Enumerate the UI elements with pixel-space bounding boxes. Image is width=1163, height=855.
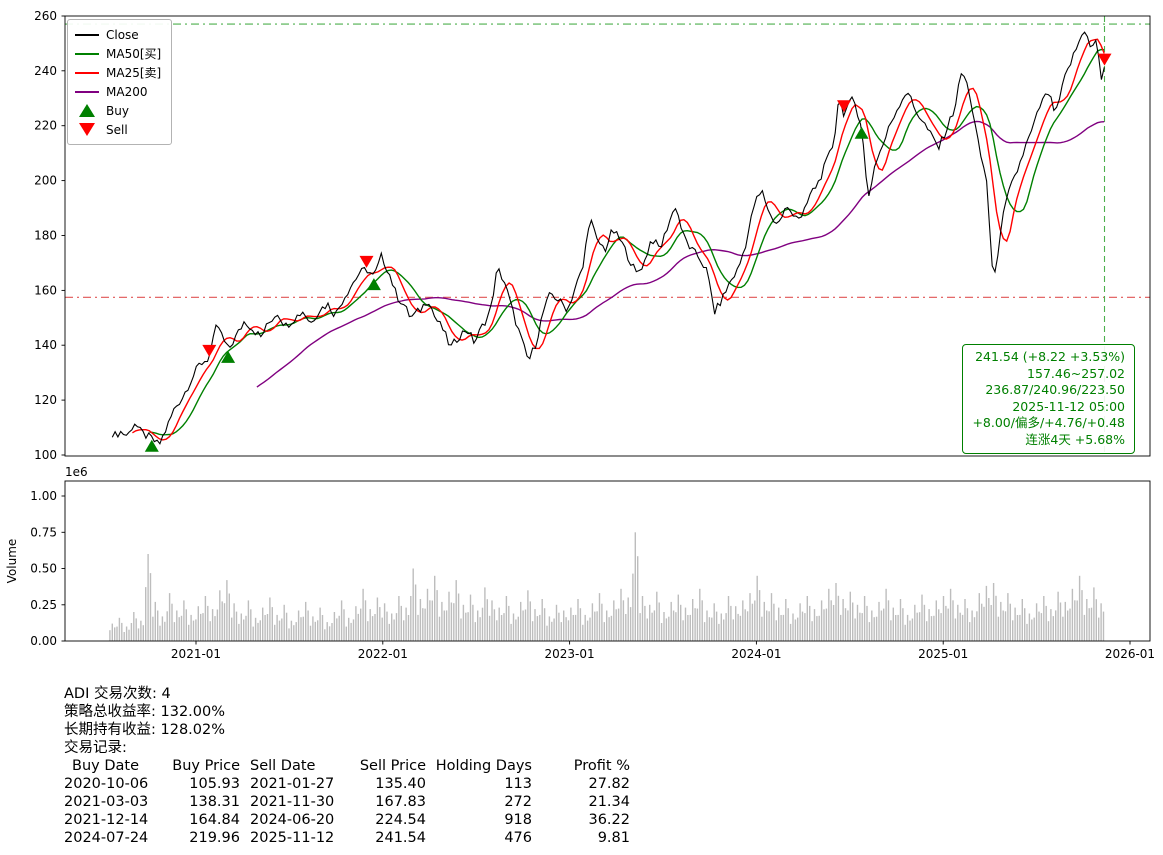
svg-text:2025-01: 2025-01 — [918, 647, 968, 661]
svg-text:0.50: 0.50 — [30, 562, 57, 576]
svg-text:0.75: 0.75 — [30, 525, 57, 539]
svg-text:0.00: 0.00 — [30, 634, 57, 648]
volume-y-axis: 0.00 0.25 0.50 0.75 1.00 — [30, 489, 65, 648]
legend-item: MA50[买] — [75, 44, 161, 63]
trades-header-row: Buy Date Buy Price Sell Date Sell Price … — [64, 757, 636, 775]
svg-text:0.25: 0.25 — [30, 598, 57, 612]
buy-markers — [144, 126, 869, 452]
svg-text:1.00: 1.00 — [30, 489, 57, 503]
ma25-line — [132, 38, 1105, 441]
triangle-up-icon — [75, 104, 99, 117]
trade-log-title: 交易记录: — [64, 740, 127, 756]
trade-row: 2021-12-14 164.84 2024-06-20 224.54 918 36.22 — [64, 812, 630, 828]
svg-text:180: 180 — [34, 229, 57, 243]
svg-text:2024-01: 2024-01 — [731, 647, 781, 661]
hold-return-line: 长期持有收益: 128.02% — [64, 722, 226, 738]
trades-body: 2020-10-06 105.93 2021-01-27 135.40 113 27.82… — [64, 775, 636, 847]
chart-canvas: 1001201401601802002202402600.000.250.500… — [5, 9, 1155, 661]
legend-item: Close — [75, 25, 161, 44]
col-header-holding-days: Holding Days — [435, 758, 532, 774]
col-header-buy-price: Buy Price — [172, 758, 240, 774]
col-header-sell-price: Sell Price — [359, 758, 426, 774]
legend-line-swatch — [75, 71, 99, 74]
svg-text:2021-01: 2021-01 — [171, 647, 221, 661]
svg-text:160: 160 — [34, 283, 57, 297]
legend-label: MA25[卖] — [106, 66, 162, 80]
volume-axis-label: Volume — [5, 539, 19, 584]
triangle-down-icon — [75, 123, 99, 136]
svg-text:2023-01: 2023-01 — [545, 647, 595, 661]
svg-text:2026-01: 2026-01 — [1105, 647, 1155, 661]
legend-item: MA25[卖] — [75, 63, 161, 82]
svg-text:2022-01: 2022-01 — [358, 647, 408, 661]
col-header-buy-date: Buy Date — [72, 758, 139, 774]
col-header-profit-pct: Profit % — [573, 758, 630, 774]
legend: Close MA50[买] MA25[卖] MA200 Buy Sell — [67, 19, 173, 145]
svg-text:120: 120 — [34, 393, 57, 407]
trade-count-line: ADI 交易次数: 4 — [64, 686, 171, 702]
x-axis: 2021-01 2022-01 2023-01 2024-01 2025-01 2026-… — [171, 641, 1155, 661]
price-annotation-box: 241.54 (+8.22 +3.53%) 157.46~257.02 236.… — [962, 344, 1135, 454]
legend-line-swatch — [75, 52, 99, 55]
volume-offset-label: 1e6 — [65, 465, 88, 479]
strategy-summary: ADI 交易次数: 4 策略总收益率: 132.00% 长期持有收益: 128.… — [64, 685, 636, 847]
legend-label: Close — [106, 27, 139, 42]
legend-item: MA200 — [75, 82, 161, 101]
legend-label: MA200 — [106, 84, 148, 99]
sell-markers — [202, 53, 1112, 357]
svg-text:200: 200 — [34, 174, 57, 188]
trade-row: 2020-10-06 105.93 2021-01-27 135.40 113 27.82 — [64, 776, 630, 792]
strategy-return-line: 策略总收益率: 132.00% — [64, 704, 226, 720]
annotation-line: 236.87/240.96/223.50 — [985, 382, 1125, 398]
legend-label: MA50[买] — [106, 47, 162, 61]
annotation-line: 157.46~257.02 — [1027, 365, 1125, 381]
legend-line-swatch — [75, 33, 99, 36]
legend-label: Buy — [106, 103, 129, 118]
trade-row: 2021-03-03 138.31 2021-11-30 167.83 272 21.34 — [64, 794, 630, 810]
annotation-line: 连涨4天 +5.68% — [1025, 431, 1125, 447]
annotation-line: 2025-11-12 05:00 — [1012, 398, 1125, 414]
annotation-line: +8.00/偏多/+4.76/+0.48 — [972, 415, 1125, 431]
svg-text:240: 240 — [34, 64, 57, 78]
svg-text:140: 140 — [34, 338, 57, 352]
svg-text:100: 100 — [34, 448, 57, 462]
trade-row: 2024-07-24 219.96 2025-11-12 241.54 476 9.81 — [64, 830, 630, 846]
legend-line-swatch — [75, 90, 99, 93]
price-y-axis: 100 120 140 160 180 200 220 240 260 — [34, 9, 65, 462]
svg-text:220: 220 — [34, 119, 57, 133]
legend-label: Sell — [106, 122, 128, 137]
svg-text:260: 260 — [34, 9, 57, 23]
reference-hlines — [65, 23, 1150, 298]
legend-item: Buy — [75, 101, 161, 120]
col-header-sell-date: Sell Date — [250, 758, 316, 774]
volume-bars — [109, 532, 1105, 642]
ma50-line — [149, 48, 1105, 436]
volume-axes-frame — [64, 480, 1151, 642]
close-line — [111, 31, 1105, 445]
annotation-line: 241.54 (+8.22 +3.53%) — [975, 349, 1125, 364]
trades-table: Buy Date Buy Price Sell Date Sell Price … — [64, 757, 636, 847]
price-axes-frame — [64, 15, 1151, 457]
legend-item: Sell — [75, 120, 161, 139]
